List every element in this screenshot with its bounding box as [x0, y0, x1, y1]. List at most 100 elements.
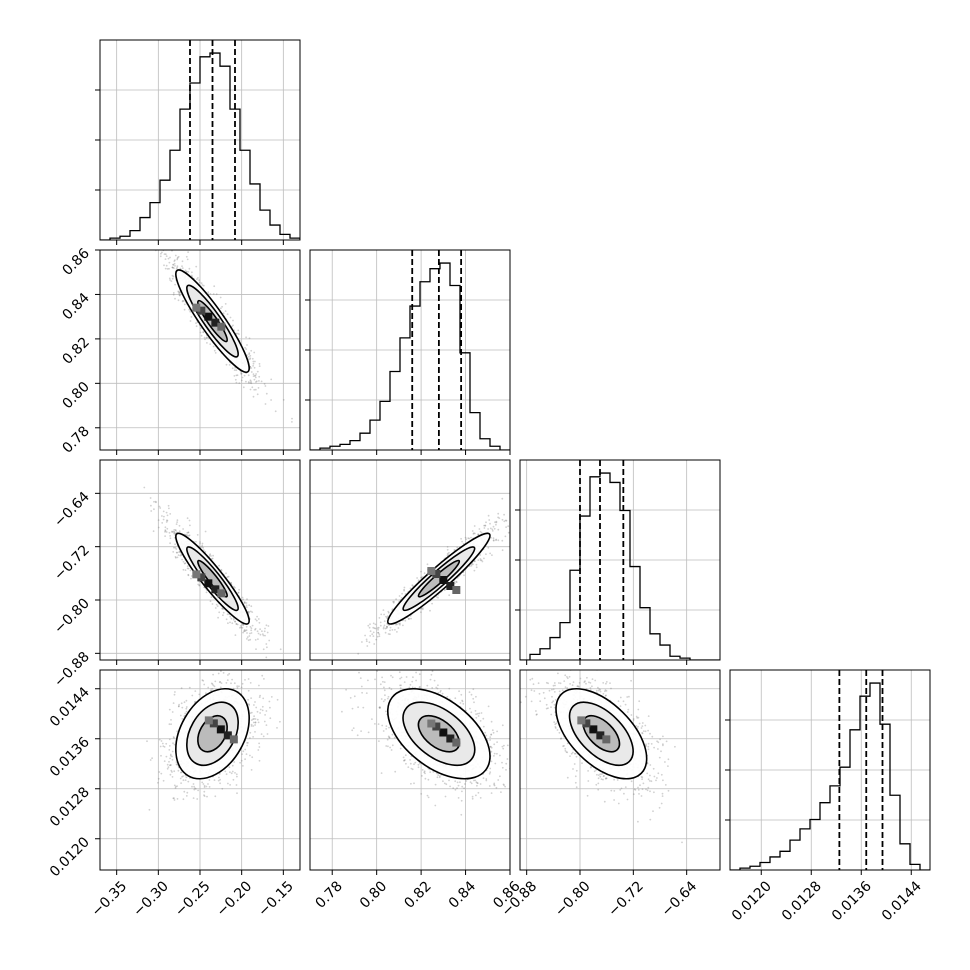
sample-point	[498, 517, 501, 519]
sample-point	[480, 559, 483, 562]
sample-point	[395, 598, 397, 601]
y-tick-label: 0.82	[59, 334, 92, 367]
sample-point	[231, 622, 234, 625]
sample-point	[160, 240, 162, 242]
sample-point	[254, 376, 257, 379]
sample-point	[155, 501, 157, 504]
sample-point	[219, 782, 222, 785]
sample-point	[251, 611, 254, 613]
sample-point	[168, 745, 171, 747]
sample-point	[270, 399, 272, 401]
sample-point	[257, 632, 260, 635]
sample-point	[236, 623, 239, 626]
sample-point	[187, 251, 190, 254]
sample-point	[477, 533, 480, 536]
sample-point	[160, 754, 162, 757]
sample-point	[164, 267, 167, 270]
sample-point	[168, 267, 170, 270]
sample-point	[248, 704, 251, 706]
sample-point	[249, 354, 252, 357]
sample-point	[255, 619, 258, 622]
sample-point	[161, 251, 163, 254]
sample-point	[228, 672, 231, 675]
sample-point	[178, 703, 181, 706]
sample-point	[243, 601, 246, 604]
sample-point	[198, 584, 201, 586]
sample-point	[177, 291, 180, 294]
sample-point	[164, 531, 166, 533]
sample-point	[209, 293, 212, 295]
sample-point	[246, 598, 248, 600]
sample-point	[443, 589, 446, 592]
density-cell	[446, 582, 455, 590]
sample-point	[257, 638, 259, 640]
sample-point	[190, 316, 193, 318]
sample-point	[176, 258, 179, 261]
sample-point	[487, 528, 489, 530]
sample-point	[383, 613, 385, 616]
density-cell	[211, 585, 220, 594]
sample-point	[167, 504, 170, 507]
sample-point	[448, 551, 450, 554]
sample-point	[492, 537, 495, 540]
sample-point	[185, 795, 188, 797]
sample-point	[252, 395, 255, 398]
sample-point	[378, 633, 381, 635]
sample-point	[204, 530, 207, 533]
sample-point	[168, 738, 171, 741]
density-cell	[432, 570, 441, 578]
sample-point	[379, 624, 382, 627]
sample-point	[214, 352, 217, 354]
sample-point	[252, 373, 255, 376]
sample-point	[258, 365, 261, 367]
sample-point	[164, 529, 167, 531]
sample-point	[174, 265, 176, 267]
sample-point	[234, 620, 237, 623]
sample-point	[173, 529, 176, 531]
sample-point	[241, 626, 244, 629]
sample-point	[364, 634, 366, 637]
sample-point	[248, 382, 250, 384]
sample-point	[193, 788, 196, 791]
sample-point	[174, 787, 177, 789]
sample-point	[231, 770, 234, 773]
sample-point	[483, 557, 485, 560]
sample-point	[254, 388, 257, 391]
sample-point	[149, 497, 152, 499]
sample-point	[180, 771, 182, 774]
sample-point	[200, 546, 202, 548]
sample-point	[446, 554, 449, 557]
sample-point	[446, 552, 449, 555]
sample-point	[361, 641, 363, 643]
sample-point	[495, 539, 497, 542]
sample-point	[177, 554, 180, 556]
sample-point	[176, 785, 179, 787]
sample-point	[391, 608, 394, 610]
sample-point	[227, 575, 230, 578]
sample-point	[182, 300, 185, 302]
sample-point	[220, 569, 223, 572]
sample-point	[251, 357, 254, 360]
sample-point	[150, 510, 153, 512]
sample-point	[230, 772, 233, 775]
sample-point	[215, 293, 218, 296]
sample-point	[501, 539, 504, 542]
sample-point	[237, 591, 240, 594]
panel-frame	[99, 459, 301, 661]
sample-point	[221, 787, 224, 790]
sample-point	[232, 324, 234, 327]
sample-point	[164, 530, 167, 532]
sample-point	[267, 625, 270, 627]
sample-point	[250, 627, 253, 630]
sample-point	[243, 602, 246, 605]
sample-point	[258, 380, 260, 382]
sample-point	[407, 618, 410, 620]
sample-point	[369, 623, 371, 625]
sample-point	[480, 531, 483, 534]
sample-point	[435, 595, 438, 598]
sample-point	[237, 667, 239, 669]
sample-point	[248, 353, 251, 356]
sample-point	[477, 533, 479, 536]
sample-point	[256, 710, 259, 713]
